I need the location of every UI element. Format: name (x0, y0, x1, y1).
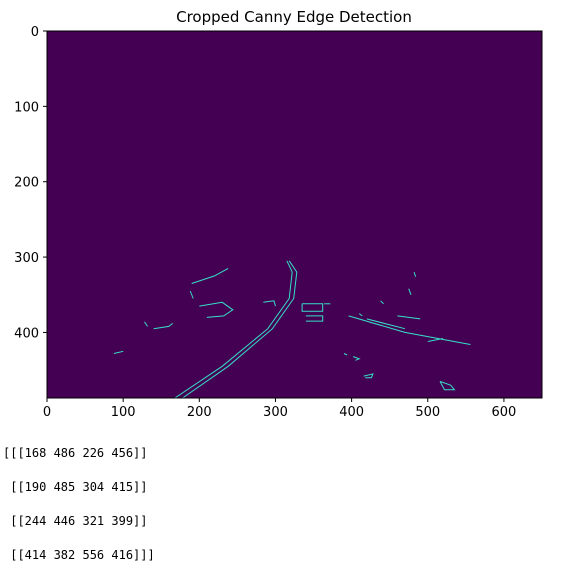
edge-line (366, 318, 406, 330)
x-tick-label: 0 (43, 405, 51, 420)
chart-title: Cropped Canny Edge Detection (176, 8, 412, 26)
edge-line (427, 338, 444, 342)
output-line: [[414 382 556 416]]] (3, 548, 155, 562)
edge-line (413, 271, 417, 277)
edge-image-background (47, 31, 542, 398)
x-tick-label: 300 (263, 405, 288, 420)
edge-line (153, 323, 174, 330)
edge-line (358, 313, 363, 317)
edge-line (263, 300, 276, 307)
edge-line (343, 353, 348, 356)
edge-line (348, 315, 471, 345)
edge-line (380, 300, 384, 305)
edge-line (113, 350, 124, 354)
edge-line (144, 321, 148, 327)
edge-line (182, 260, 298, 399)
plot-area (46, 30, 543, 399)
edge-line (397, 315, 421, 320)
edge-line (301, 303, 324, 312)
x-tick-label: 500 (415, 405, 440, 420)
x-tick-label: 400 (339, 405, 364, 420)
output-line: [[[168 486 226 456]] (3, 446, 148, 460)
edge-line (174, 260, 293, 399)
y-axis: 0 100 200 300 400 (14, 25, 47, 341)
edge-line (199, 301, 234, 318)
edge-line (305, 315, 324, 322)
edge-line (352, 356, 361, 361)
axes-frame (46, 30, 543, 399)
output-line: [[244 446 321 399]] (3, 514, 148, 528)
x-axis: 0 100 200 300 400 500 600 (43, 398, 516, 420)
y-tick-label: 100 (14, 100, 39, 115)
edge-line (189, 290, 194, 299)
x-tick-label: 100 (111, 405, 136, 420)
canny-edge-figure: Cropped Canny Edge Detection 0 100 200 300 4… (14, 8, 543, 420)
edge-lines (113, 260, 471, 399)
edge-line (439, 380, 456, 391)
x-tick-label: 200 (187, 405, 212, 420)
edge-line (408, 288, 412, 295)
x-tick-label: 600 (492, 405, 517, 420)
y-tick-label: 0 (31, 25, 39, 40)
y-tick-label: 300 (14, 251, 39, 266)
y-tick-label: 400 (14, 326, 39, 341)
edge-line (191, 267, 229, 284)
edge-line (363, 373, 374, 379)
output-line: [[190 485 304 415]] (3, 480, 148, 494)
y-tick-label: 200 (14, 176, 39, 191)
